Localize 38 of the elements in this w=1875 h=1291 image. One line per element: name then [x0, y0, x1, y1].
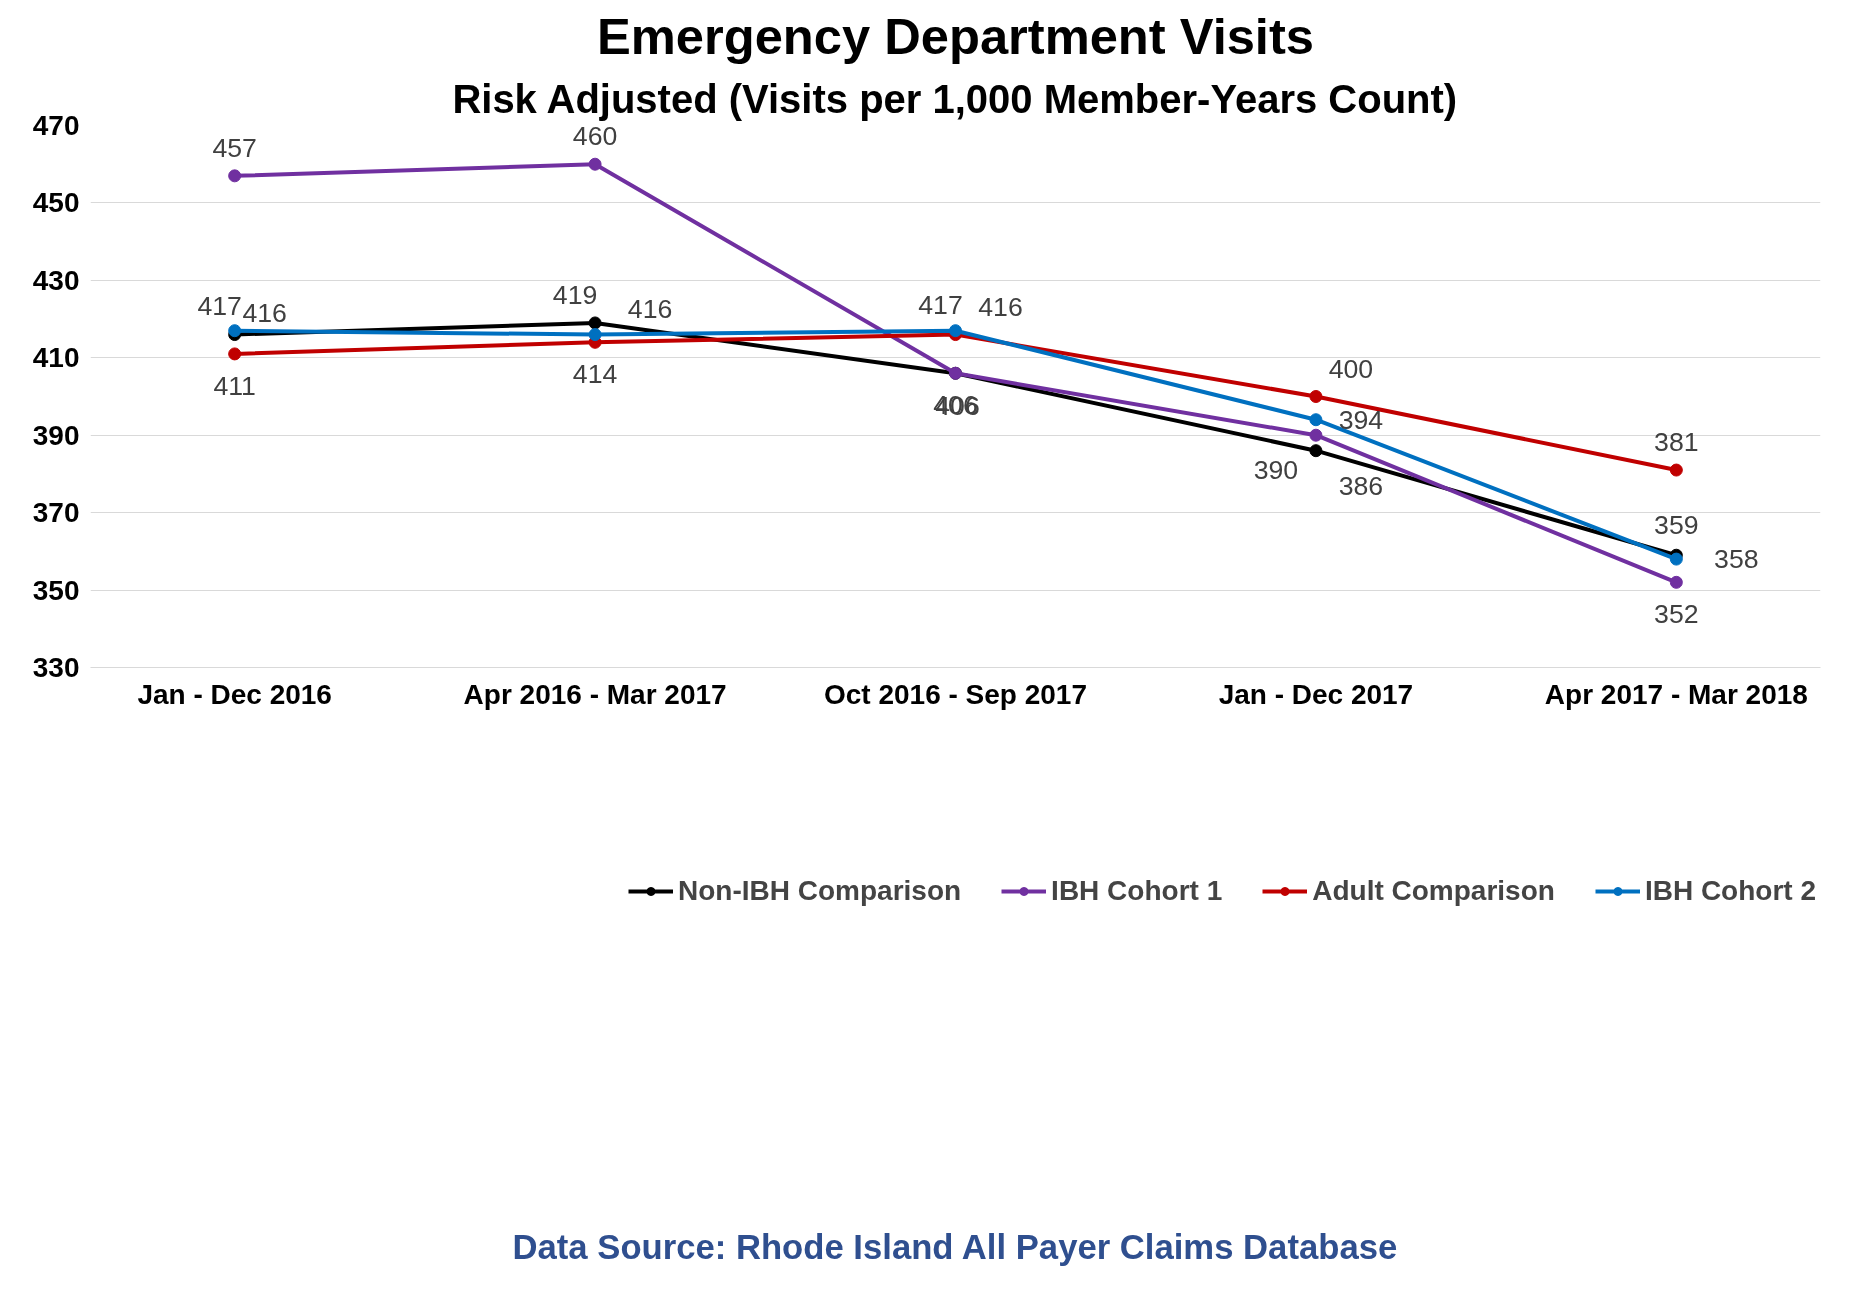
x-tick-label: Apr 2017 - Mar 2018	[1544, 678, 1808, 710]
x-tick-label: Oct 2016 - Sep 2017	[823, 678, 1088, 710]
data-label: 414	[572, 359, 618, 390]
legend-label: IBH Cohort 1	[1051, 874, 1223, 907]
source-note: Data Source: Rhode Island All Payer Claims Database	[512, 1227, 1398, 1266]
legend-label: Non-IBH Comparison	[678, 874, 962, 907]
chart-title: Emergency Department Visits	[597, 7, 1314, 65]
data-label: 417	[918, 289, 963, 320]
y-tick-label: 450	[32, 187, 80, 219]
data-label: 460	[572, 121, 618, 152]
data-label: 390	[1253, 455, 1299, 486]
data-label: 394	[1338, 404, 1384, 435]
data-label: 416	[978, 291, 1023, 322]
x-tick-label: Jan - Dec 2016	[137, 678, 332, 710]
x-tick-label: Apr 2016 - Mar 2017	[463, 678, 727, 710]
y-tick-label: 350	[32, 574, 80, 606]
y-tick-label: 410	[32, 342, 80, 374]
data-label: 352	[1654, 599, 1699, 630]
data-label: 411	[213, 370, 256, 401]
data-label: 358	[1714, 544, 1759, 575]
data-label: 381	[1654, 427, 1699, 458]
data-label: 417	[197, 290, 242, 321]
data-label: 359	[1654, 510, 1699, 541]
y-tick-label: 330	[32, 652, 80, 683]
legend-label: IBH Cohort 2	[1644, 874, 1816, 907]
x-tick-label: Jan - Dec 2017	[1218, 678, 1414, 710]
y-tick-label: 470	[32, 110, 80, 141]
data-label: 416	[627, 293, 673, 324]
data-label: 400	[1328, 353, 1374, 384]
data-label: 416	[242, 297, 287, 328]
y-tick-label: 370	[32, 497, 80, 529]
legend-label: Adult Comparison	[1312, 874, 1555, 907]
y-tick-label: 430	[32, 264, 80, 296]
chart-subtitle: Risk Adjusted (Visits per 1,000 Member-Years Count)	[452, 76, 1458, 121]
data-label: 419	[552, 279, 598, 310]
data-label: 386	[1338, 470, 1384, 501]
y-tick-label: 390	[32, 419, 80, 451]
data-label: 457	[212, 132, 257, 163]
